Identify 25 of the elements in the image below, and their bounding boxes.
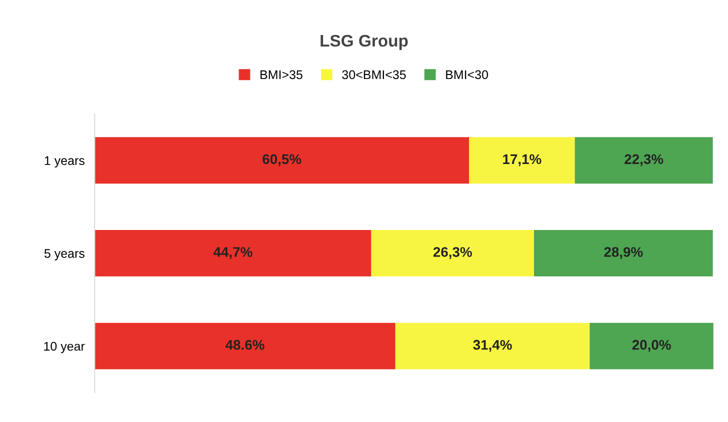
data-label: 26,3% [433, 247, 472, 259]
bar [590, 322, 714, 370]
bar [469, 137, 575, 184]
legend-label: BMI<30 [446, 70, 488, 80]
data-label: 60,5% [262, 154, 302, 166]
data-label: 17,1% [503, 154, 542, 166]
y-tick-label: 5 years [44, 249, 84, 260]
bar [94, 137, 470, 184]
y-tick-label: 10 year [44, 342, 85, 354]
data-label: 31,4% [473, 340, 512, 352]
chart-title: LSG Group [320, 34, 408, 50]
data-label: 28,9% [604, 247, 643, 259]
bar [94, 230, 372, 276]
bar [395, 322, 590, 370]
bar [371, 230, 534, 276]
bar [574, 137, 713, 184]
data-label: 20,0% [632, 340, 671, 352]
legend-label: 30<BMI<35 [342, 70, 406, 80]
data-label: 22,3% [624, 154, 664, 166]
bar [534, 230, 713, 276]
y-tick-label: 1 years [44, 156, 84, 168]
data-label: 44,7% [213, 247, 252, 259]
legend-label: BMI>35 [260, 70, 302, 80]
data-label: 48.6% [226, 340, 264, 350]
bar [94, 322, 396, 370]
